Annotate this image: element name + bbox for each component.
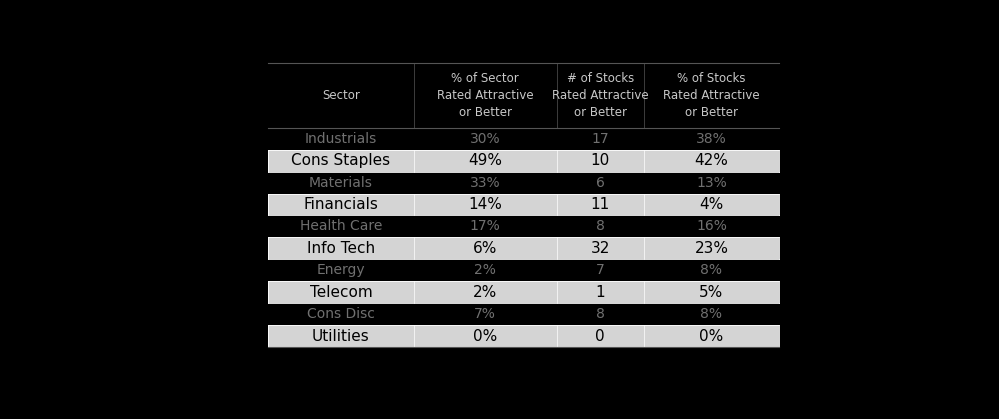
Text: 2%: 2% [475,263,497,277]
Text: 23%: 23% [694,241,728,256]
Text: # of Stocks
Rated Attractive
or Better: # of Stocks Rated Attractive or Better [551,72,648,119]
Bar [268,281,779,303]
Text: Health Care: Health Care [300,220,382,233]
Bar [268,194,779,215]
Text: 4%: 4% [699,197,723,212]
Text: 49%: 49% [469,153,502,168]
Text: Sector: Sector [322,89,360,102]
Text: 6: 6 [595,176,604,189]
Text: 8%: 8% [700,307,722,321]
Text: 5%: 5% [699,285,723,300]
Text: 0%: 0% [699,328,723,344]
Text: 38%: 38% [696,132,726,146]
Text: 0: 0 [595,328,605,344]
Text: 7: 7 [595,263,604,277]
Text: Cons Staples: Cons Staples [292,153,391,168]
Text: 11: 11 [590,197,609,212]
Text: 1: 1 [595,285,605,300]
Text: Materials: Materials [309,176,373,189]
Text: Utilities: Utilities [312,328,370,344]
Text: % of Stocks
Rated Attractive
or Better: % of Stocks Rated Attractive or Better [663,72,759,119]
Text: 7%: 7% [475,307,497,321]
Text: Industrials: Industrials [305,132,377,146]
Text: 8%: 8% [700,263,722,277]
Text: Cons Disc: Cons Disc [307,307,375,321]
Text: 8: 8 [595,307,604,321]
Text: % of Sector
Rated Attractive
or Better: % of Sector Rated Attractive or Better [437,72,533,119]
Text: 10: 10 [590,153,609,168]
Text: 16%: 16% [696,220,727,233]
Text: Telecom: Telecom [310,285,373,300]
Bar [268,150,779,172]
Text: 2%: 2% [474,285,498,300]
Text: Financials: Financials [304,197,379,212]
Text: 32: 32 [590,241,610,256]
Text: 33%: 33% [470,176,500,189]
Text: Info Tech: Info Tech [307,241,375,256]
Text: 8: 8 [595,220,604,233]
Text: 14%: 14% [469,197,502,212]
Text: 17%: 17% [470,220,500,233]
Bar [268,238,779,259]
Text: 6%: 6% [474,241,498,256]
Text: 0%: 0% [474,328,498,344]
Bar [268,325,779,347]
Text: 42%: 42% [694,153,728,168]
Text: Energy: Energy [317,263,366,277]
Text: 30%: 30% [470,132,500,146]
Text: 13%: 13% [696,176,726,189]
Text: 17: 17 [591,132,609,146]
